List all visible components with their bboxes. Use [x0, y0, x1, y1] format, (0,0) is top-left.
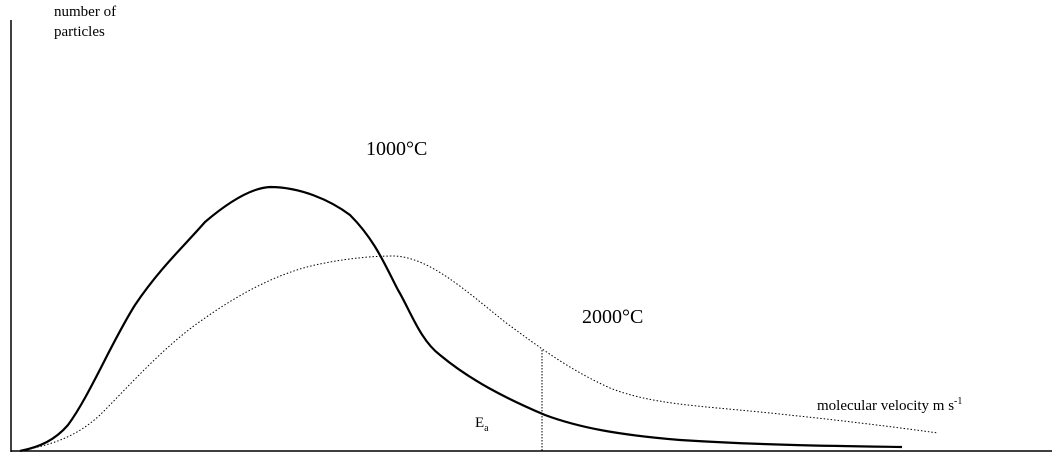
y-axis-label-line1: number of	[54, 4, 117, 20]
activation-energy-symbol: E	[475, 415, 485, 431]
x-axis-label-text: molecular velocity m s	[817, 398, 955, 414]
curve-1000c-label: 1000°C	[366, 138, 428, 160]
activation-energy-label: Ea	[475, 415, 489, 434]
x-axis-label-superscript: -1	[954, 396, 963, 407]
y-axis-label-line2: particles	[54, 24, 105, 40]
x-axis-label: molecular velocity m s-1	[817, 396, 962, 415]
activation-energy-subscript: a	[484, 423, 489, 434]
curve-2000c	[19, 255, 939, 452]
curve-2000c-label: 2000°C	[582, 306, 644, 328]
y-axis-label: number of particles	[54, 2, 116, 42]
curve-1000c	[19, 185, 903, 453]
